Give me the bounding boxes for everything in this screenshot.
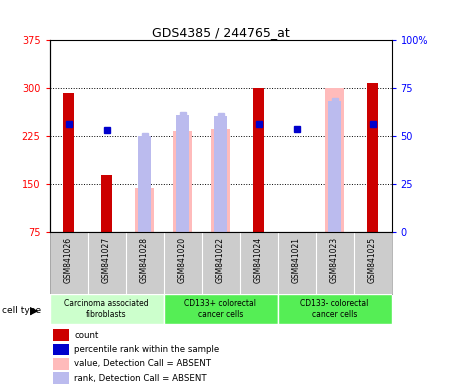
Bar (54, 372, 68, 384)
Bar (253, 88, 264, 232)
Bar (101, 175, 112, 232)
Bar (211, 129, 230, 232)
Text: GSM841027: GSM841027 (102, 237, 111, 283)
Text: GSM841025: GSM841025 (368, 237, 377, 283)
Bar (325, 88, 344, 232)
Text: ▶: ▶ (30, 305, 39, 315)
Text: GSM841026: GSM841026 (64, 237, 73, 283)
Text: Carcinoma associated
fibroblasts: Carcinoma associated fibroblasts (64, 300, 149, 319)
Text: GSM841022: GSM841022 (216, 237, 225, 283)
Bar (63, 93, 74, 232)
Bar (173, 131, 192, 232)
Text: percentile rank within the sample: percentile rank within the sample (74, 345, 220, 354)
Bar (54, 344, 68, 355)
Bar (367, 83, 378, 232)
Text: GSM841023: GSM841023 (330, 237, 339, 283)
Text: rank, Detection Call = ABSENT: rank, Detection Call = ABSENT (74, 374, 207, 383)
Bar (214, 116, 227, 232)
Text: GSM841028: GSM841028 (140, 237, 149, 283)
Bar (176, 114, 189, 232)
Bar (54, 329, 68, 341)
Text: CD133+ colorectal
cancer cells: CD133+ colorectal cancer cells (184, 300, 256, 319)
Text: GSM841021: GSM841021 (292, 237, 301, 283)
FancyBboxPatch shape (163, 295, 278, 324)
Text: count: count (74, 331, 99, 339)
Bar (328, 101, 341, 232)
Text: GSM841020: GSM841020 (178, 237, 187, 283)
Title: GDS4385 / 244765_at: GDS4385 / 244765_at (152, 26, 289, 39)
Text: CD133- colorectal
cancer cells: CD133- colorectal cancer cells (300, 300, 369, 319)
Bar (135, 187, 154, 232)
Text: value, Detection Call = ABSENT: value, Detection Call = ABSENT (74, 359, 211, 368)
FancyBboxPatch shape (50, 295, 163, 324)
Text: GSM841024: GSM841024 (254, 237, 263, 283)
Text: cell type: cell type (2, 306, 41, 315)
FancyBboxPatch shape (278, 295, 392, 324)
Bar (138, 136, 151, 232)
Bar (54, 358, 68, 369)
